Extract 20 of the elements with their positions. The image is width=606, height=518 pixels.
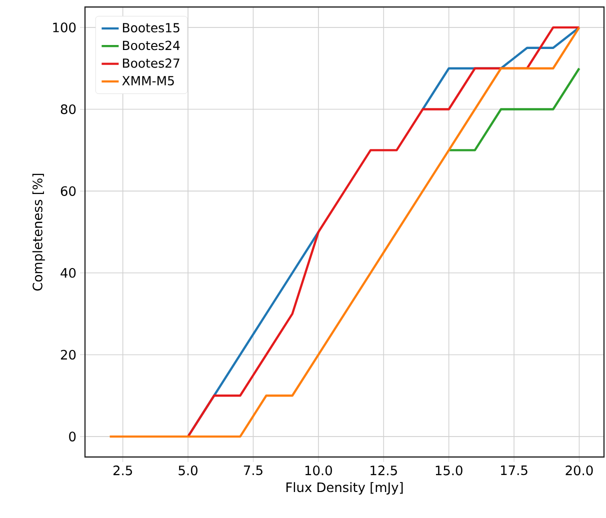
x-tick-label: 2.5 (113, 466, 132, 476)
x-tick-label: 17.5 (501, 466, 528, 476)
x-tick-label: 20.0 (566, 466, 593, 476)
y-tick-label: 80 (60, 104, 76, 114)
y-axis-title: Completeness [%] (32, 174, 45, 291)
y-tick-label: 100 (53, 22, 76, 32)
legend-label: Bootes27 (122, 58, 180, 68)
legend-label: Bootes24 (122, 40, 180, 50)
x-tick-label: 5.0 (178, 466, 198, 476)
x-tick-label: 15.0 (436, 466, 462, 476)
y-tick-label: 60 (60, 186, 76, 196)
x-tick-label: 12.5 (370, 466, 397, 476)
x-axis-title: Flux Density [mJy] (286, 482, 403, 495)
y-tick-label: 20 (60, 350, 76, 360)
y-tick-label: 0 (69, 432, 76, 442)
legend-label: XMM-M5 (122, 76, 174, 86)
y-tick-label: 40 (60, 268, 76, 278)
legend-label: Bootes15 (122, 23, 180, 32)
x-tick-label: 7.5 (244, 466, 262, 476)
x-tick-label: 10.0 (305, 466, 332, 476)
